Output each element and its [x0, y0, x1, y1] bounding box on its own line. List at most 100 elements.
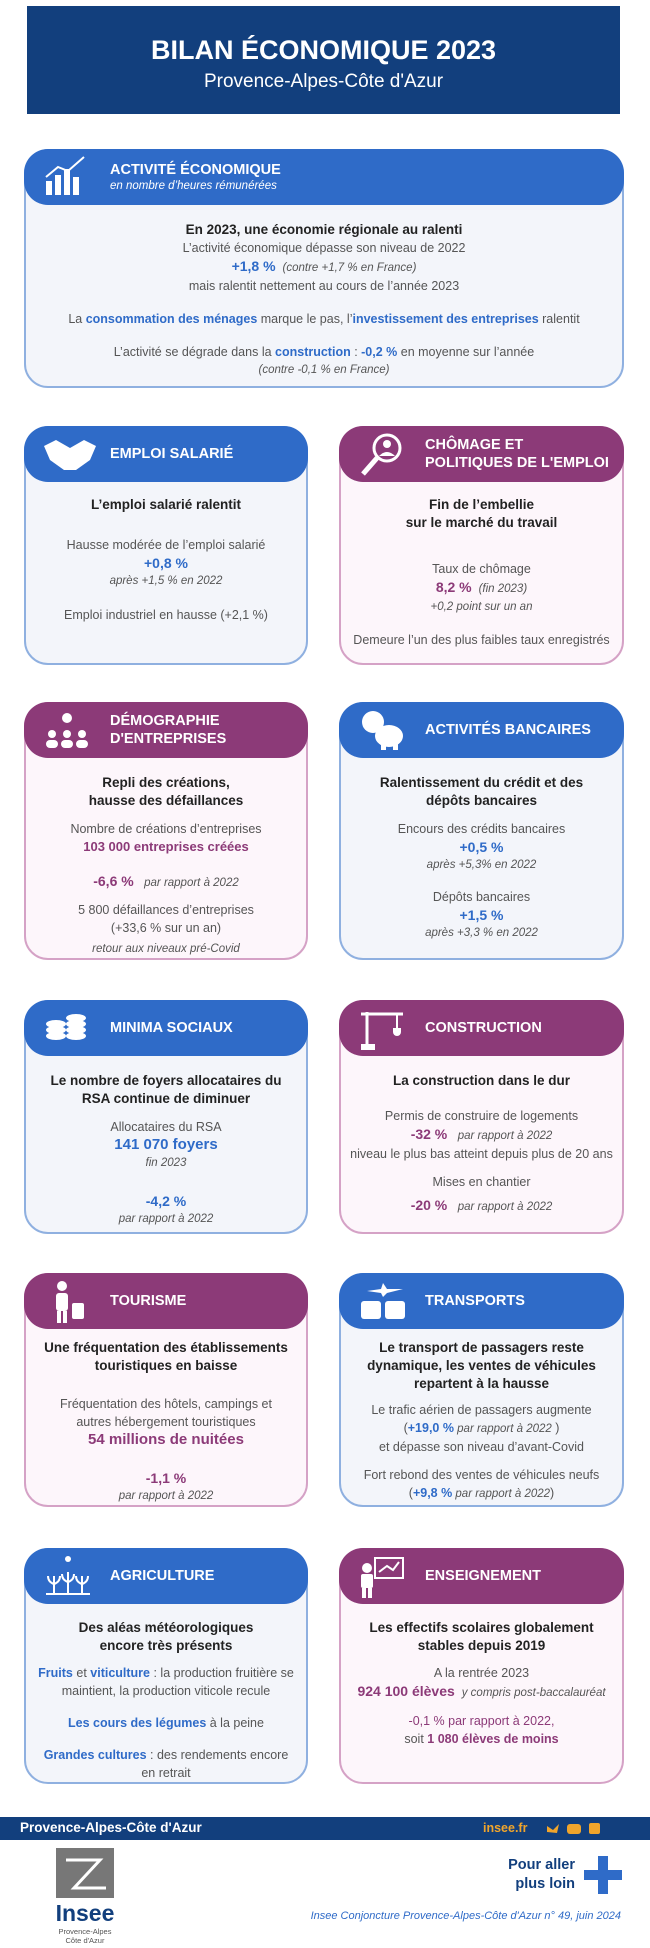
element	[385, 1301, 405, 1319]
footer-site[interactable]: insee.fr	[483, 1821, 528, 1835]
text: -32 %	[410, 1126, 448, 1142]
text: par rapport à 2022	[144, 877, 239, 889]
element	[46, 1032, 66, 1040]
body: Le transport de passagers reste dynamiqu…	[341, 1329, 622, 1503]
ttl: MINIMA SOCIAUX	[110, 1000, 233, 1056]
element	[57, 1311, 61, 1323]
text: sur le marché du travail	[405, 515, 558, 530]
text: Provence-Alpes	[58, 1927, 112, 1936]
text: par rapport à 2022	[457, 1130, 553, 1142]
card-header: MINIMA SOCIAUX	[24, 1000, 308, 1056]
text: en nombre d’heures rémunérées	[110, 180, 277, 192]
text: MINIMA SOCIAUX	[110, 1020, 233, 1036]
icon	[361, 433, 402, 476]
text: +1,8 %	[231, 258, 276, 274]
ttl: CHÔMAGE ET POLITIQUES DE L'EMPLOI	[425, 426, 609, 482]
text: Fréquentation des hôtels, campings et	[60, 1397, 272, 1411]
text: -0,1 % par rapport à 2022,	[408, 1714, 555, 1728]
element	[73, 177, 79, 195]
body: En 2023, une économie régionale au ralen…	[26, 205, 622, 379]
icon	[46, 713, 88, 748]
text: CHÔMAGE ET	[425, 437, 524, 453]
text: Des aléas météorologiques	[78, 1620, 254, 1635]
more-link[interactable]: Pour aller plus loin	[480, 1856, 575, 1894]
text: ACTIVITÉ ÉCONOMIQUE	[110, 162, 281, 178]
text: Le transport de passagers reste	[379, 1340, 584, 1355]
element	[584, 1870, 622, 1880]
card: ACTIVITÉS BANCAIRES Ralentissement du cr…	[339, 702, 624, 960]
element	[66, 1020, 86, 1028]
text: (contre -0,1 % en France)	[258, 364, 390, 376]
text: La	[68, 312, 86, 326]
text: fin 2023	[145, 1157, 187, 1169]
ttl: CONSTRUCTION	[425, 1000, 542, 1056]
ttl: ACTIVITÉ ÉCONOMIQUE en nombre d’heures ré…	[110, 149, 281, 205]
ttl: EMPLOI SALARIÉ	[110, 426, 233, 482]
text: : des rendements encore	[146, 1748, 289, 1762]
text: Grandes cultures	[43, 1748, 147, 1762]
card-header: TOURISME	[24, 1273, 308, 1329]
body: Des aléas météorologiques encore très pr…	[26, 1604, 306, 1782]
text: -0,2 %	[361, 345, 398, 359]
plus-icon[interactable]	[584, 1856, 622, 1894]
element	[46, 181, 52, 195]
body: Fin de l’embellie sur le marché du trava…	[341, 482, 622, 649]
text: A la rentrée 2023	[433, 1666, 530, 1680]
card-header: ACTIVITÉ ÉCONOMIQUE en nombre d’heures ré…	[24, 149, 624, 205]
text: Demeure l’un des plus faibles taux enreg…	[353, 633, 610, 647]
element	[46, 1020, 66, 1028]
element	[393, 1028, 401, 1036]
text: 1 080 élèves de moins	[427, 1732, 559, 1746]
element	[361, 1574, 373, 1588]
text: Emploi industriel en hausse (+2,1 %)	[64, 608, 268, 622]
text: (	[408, 1486, 413, 1500]
text: Nombre de créations d’entreprises	[70, 822, 262, 836]
ttl: DÉMOGRAPHIE D'ENTREPRISES	[110, 702, 226, 758]
footer-region: Provence-Alpes-Côte d'Azur	[20, 1820, 202, 1835]
text: ENSEIGNEMENT	[425, 1568, 542, 1584]
element	[361, 1301, 381, 1319]
element	[62, 713, 72, 723]
element	[72, 1303, 84, 1319]
icon	[44, 440, 96, 470]
element	[76, 740, 88, 748]
element	[47, 1572, 89, 1594]
header: BILAN ÉCONOMIQUE 2023 Provence-Alpes-Côt…	[27, 6, 620, 114]
text: D'ENTREPRISES	[110, 731, 227, 747]
element	[75, 1575, 89, 1594]
element	[368, 1588, 372, 1598]
text: -20 %	[410, 1197, 448, 1213]
text: La construction dans le dur	[392, 1073, 571, 1088]
text: par rapport à 2022	[453, 1423, 552, 1435]
text: (	[403, 1421, 408, 1435]
element	[362, 1588, 366, 1598]
element	[65, 1556, 71, 1562]
text: TRANSPORTS	[425, 1293, 525, 1309]
element	[375, 725, 403, 747]
text: Les cours des légumes	[68, 1716, 207, 1730]
text: -1,1 %	[145, 1470, 187, 1486]
ttl: TOURISME	[110, 1273, 186, 1329]
text: dépôts bancaires	[425, 793, 538, 808]
text: et	[72, 1666, 91, 1680]
reference: Insee Conjoncture Provence-Alpes-Côte d'…	[310, 1910, 621, 1922]
card: TOURISME Une fréquentation des établisse…	[24, 1273, 308, 1507]
text: : la production fruitière se	[150, 1666, 294, 1680]
text: Permis de construire de logements	[384, 1109, 579, 1123]
body: Une fréquentation des établissements tou…	[26, 1329, 306, 1505]
element	[374, 1557, 404, 1579]
element: Fruits et viticulture : la production fr…	[26, 1664, 306, 1682]
text: DÉMOGRAPHIE	[110, 713, 220, 729]
text: Insee	[55, 1900, 115, 1926]
text: Une fréquentation des établissements	[44, 1340, 288, 1355]
logo: Insee Provence-Alpes Côte d'Azur	[50, 1900, 120, 1945]
element	[46, 740, 58, 748]
element: -32 % par rapport à 2022	[341, 1125, 622, 1145]
element	[379, 452, 395, 456]
element	[55, 175, 61, 195]
element: 8,2 % (fin 2023)	[341, 578, 622, 598]
card: AGRICULTURE Des aléas météorologiques en…	[24, 1548, 308, 1784]
element	[47, 1575, 61, 1594]
element	[547, 1824, 559, 1833]
